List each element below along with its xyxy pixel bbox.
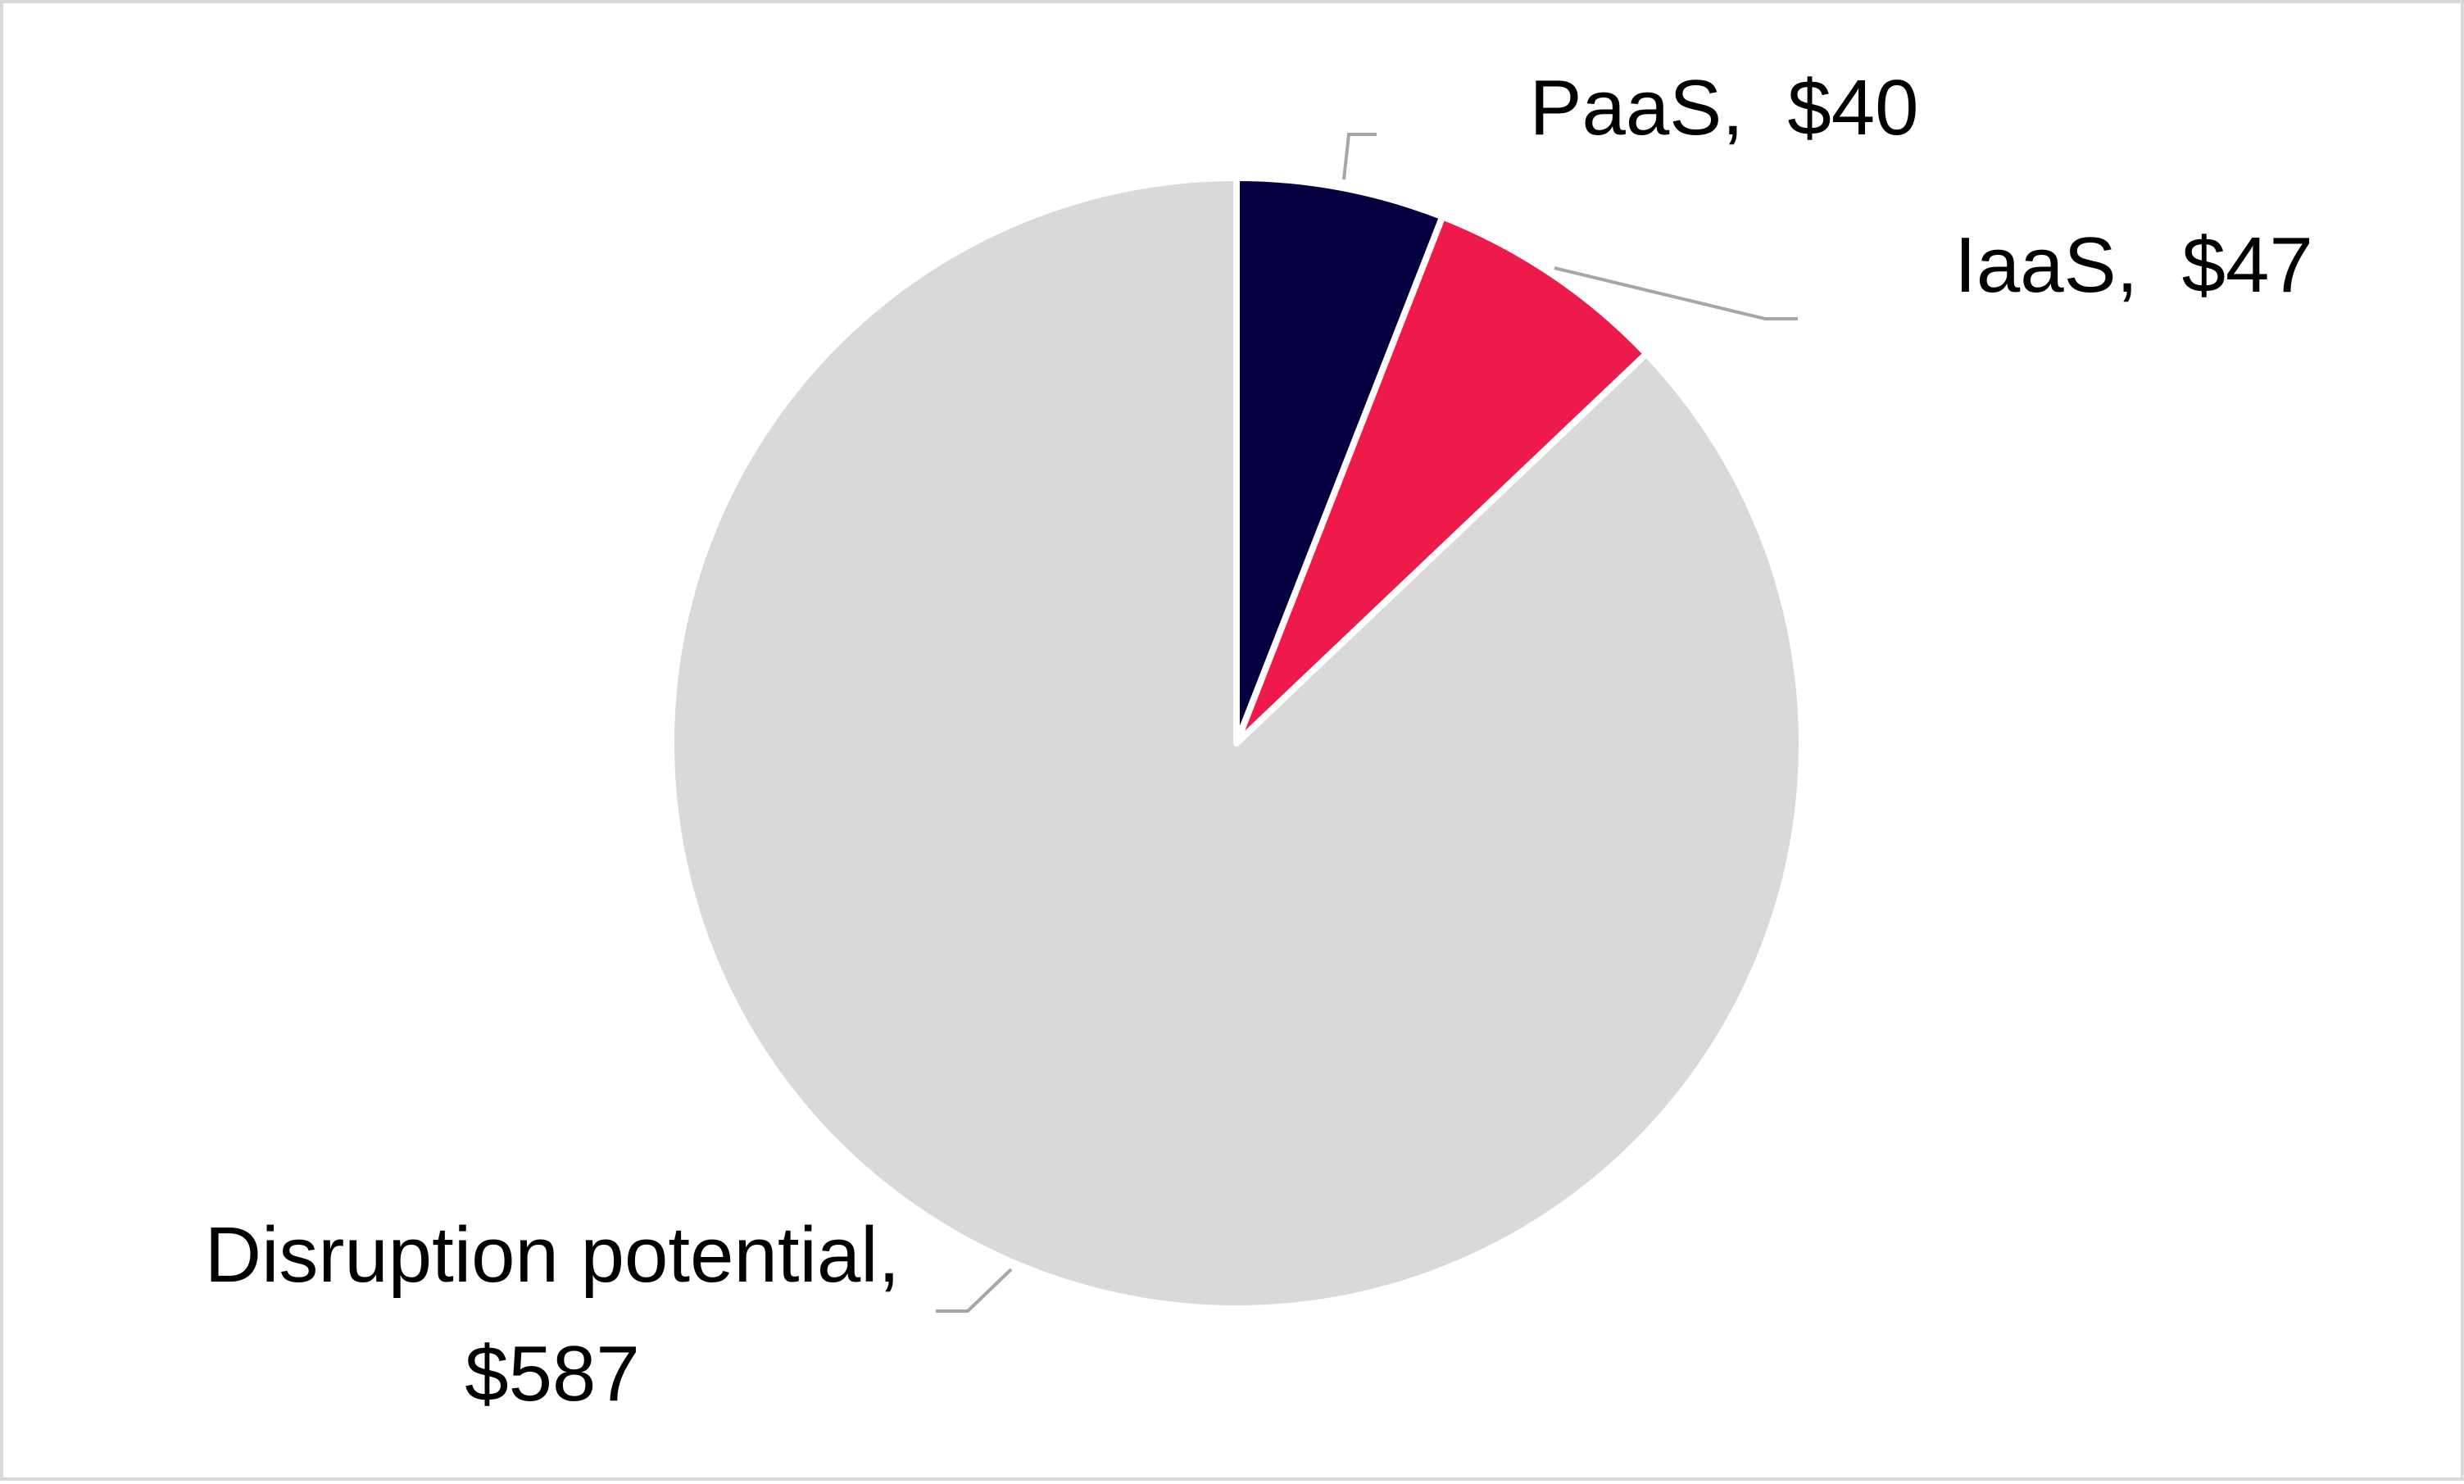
leader-line-iaas: [1554, 266, 1798, 320]
data-label-paas: PaaS, $40: [1529, 64, 1918, 152]
leader-lines: [936, 133, 1798, 1313]
data-label-iaas: IaaS, $47: [1954, 221, 2313, 309]
pie-slice-iaas: [1233, 213, 1650, 747]
data-label-disruption-name: Disruption potential,: [205, 1211, 900, 1299]
data-label-disruption-value: $587: [465, 1330, 640, 1418]
pie-slice-paas: [1233, 175, 1446, 747]
pie-slice-disruption-potential: [668, 175, 1806, 1312]
leader-line-disruption: [936, 1268, 1013, 1313]
pie-chart: PaaS, $40 IaaS, $47 Disruption potential…: [205, 64, 2313, 1418]
data-labels: PaaS, $40 IaaS, $47 Disruption potential…: [205, 64, 2313, 1418]
pie-slices: [668, 175, 1806, 1312]
leader-line-paas: [1342, 133, 1377, 180]
